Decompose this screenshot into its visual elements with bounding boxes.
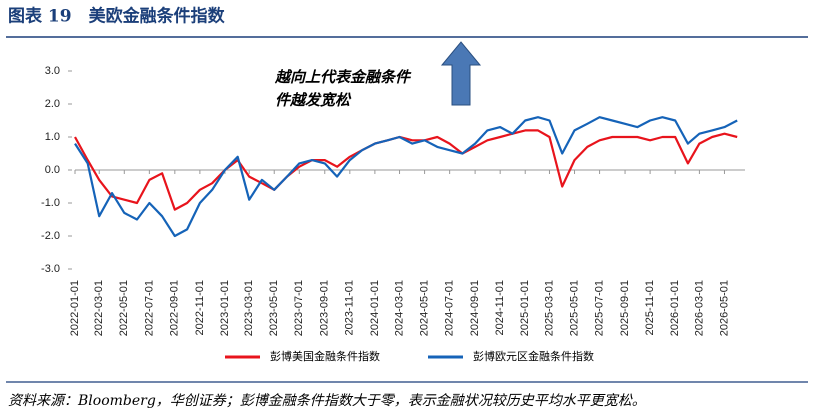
y-tick-label: -3.0: [41, 263, 60, 275]
x-tick-label: 2025-01-01: [519, 280, 531, 336]
x-tick-label: 2022-11-01: [194, 280, 206, 335]
y-tick-label: 2.0: [45, 98, 60, 110]
x-tick-label: 2022-05-01: [118, 280, 130, 336]
x-tick-label: 2024-01-01: [369, 280, 381, 336]
series-line: [74, 129, 738, 211]
x-tick-label: 2024-05-01: [418, 280, 430, 336]
y-tick-label: -2.0: [41, 230, 60, 242]
x-tick-label: 2025-05-01: [568, 280, 580, 336]
y-tick-label: 3.0: [45, 65, 60, 77]
x-tick-label: 2022-03-01: [93, 280, 105, 336]
x-tick-label: 2022-01-01: [69, 280, 81, 336]
x-tick-label: 2023-11-01: [344, 280, 356, 335]
x-tick-label: 2026-03-01: [693, 280, 705, 336]
x-tick-label: 2022-09-01: [169, 280, 181, 336]
x-tick-label: 2026-01-01: [669, 280, 681, 336]
x-tick-label: 2025-09-01: [619, 280, 631, 336]
y-tick-label: 1.0: [45, 131, 60, 143]
x-tick-label: 2023-01-01: [219, 280, 231, 336]
x-tick-label: 2025-07-01: [593, 280, 605, 336]
source-note: 资料来源：Bloomberg，华创证券；彭博金融条件指数大于零，表示金融状况较历…: [8, 393, 646, 409]
x-tick-label: 2025-11-01: [644, 280, 656, 335]
up-arrow: [440, 41, 482, 106]
y-tick-label: -1.0: [41, 197, 60, 209]
x-tick-label: 2024-09-01: [469, 280, 481, 336]
annotation: 越向上代表金融条件: [274, 68, 412, 86]
y-tick-label: 0.0: [45, 164, 60, 176]
annotation: 件越发宽松: [275, 91, 352, 109]
legend-label: 彭博欧元区金融条件指数: [473, 349, 594, 363]
x-tick-label: 2022-07-01: [143, 280, 155, 336]
chart-title: 图表 19 美欧金融条件指数: [8, 6, 226, 27]
legend-label: 彭博美国金融条件指数: [270, 349, 380, 363]
x-tick-label: 2023-07-01: [293, 280, 305, 336]
x-tick-label: 2023-09-01: [319, 280, 331, 336]
series-line: [74, 116, 738, 238]
x-tick-label: 2024-03-01: [393, 280, 405, 336]
x-tick-label: 2026-05-01: [718, 280, 730, 336]
x-tick-label: 2023-05-01: [268, 280, 280, 336]
x-tick-label: 2023-03-01: [243, 280, 255, 336]
x-tick-label: 2024-11-01: [494, 280, 506, 335]
x-tick-label: 2024-07-01: [444, 280, 456, 336]
x-tick-label: 2025-03-01: [543, 280, 555, 336]
